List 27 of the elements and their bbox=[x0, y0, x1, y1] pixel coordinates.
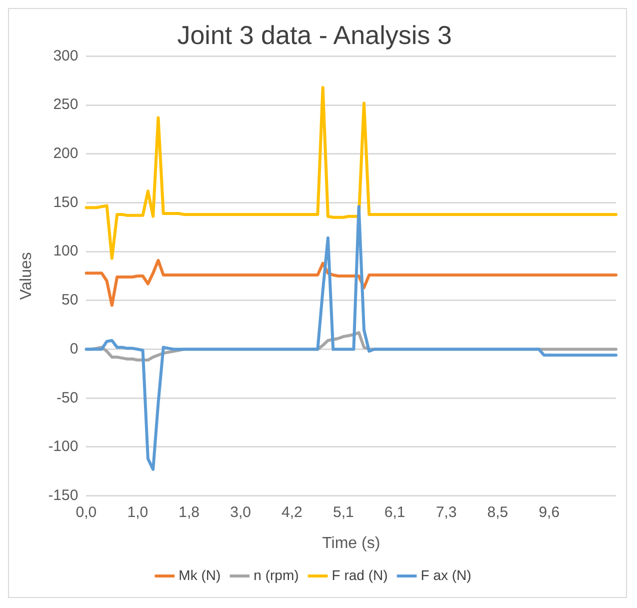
x-axis-title: Time (s) bbox=[322, 534, 380, 552]
x-tick-label: 0,0 bbox=[76, 504, 97, 521]
x-tick-label: 7,3 bbox=[436, 504, 457, 521]
legend-label: F rad (N) bbox=[332, 566, 388, 583]
legend-label: F ax (N) bbox=[420, 566, 472, 583]
y-tick-label: 0 bbox=[70, 340, 78, 358]
y-tick-label: 250 bbox=[53, 96, 78, 114]
x-tick-label: 3,0 bbox=[230, 504, 251, 521]
y-tick-label: 300 bbox=[53, 47, 78, 64]
y-tick-label: -50 bbox=[56, 389, 78, 406]
y-tick-label: -150 bbox=[48, 486, 78, 504]
chart-title: Joint 3 data - Analysis 3 bbox=[177, 20, 452, 50]
x-tick-label: 5,1 bbox=[332, 504, 354, 521]
legend-label: Mk (N) bbox=[178, 566, 221, 583]
y-tick-label: 100 bbox=[53, 242, 78, 260]
x-tick-label: 6,1 bbox=[384, 504, 406, 521]
x-tick-label: 9,6 bbox=[538, 504, 560, 521]
y-tick-label: 150 bbox=[53, 194, 78, 211]
y-tick-label: 200 bbox=[53, 145, 78, 162]
x-tick-label: 1,0 bbox=[127, 504, 148, 521]
x-tick-label: 4,2 bbox=[282, 504, 302, 521]
x-tick-label: 8,5 bbox=[487, 504, 508, 521]
y-tick-label: -100 bbox=[48, 438, 78, 456]
x-tick-label: 1,8 bbox=[178, 504, 200, 521]
legend-label: n (rpm) bbox=[254, 566, 299, 583]
y-axis-title: Values bbox=[18, 252, 36, 300]
y-tick-label: 50 bbox=[62, 292, 78, 309]
